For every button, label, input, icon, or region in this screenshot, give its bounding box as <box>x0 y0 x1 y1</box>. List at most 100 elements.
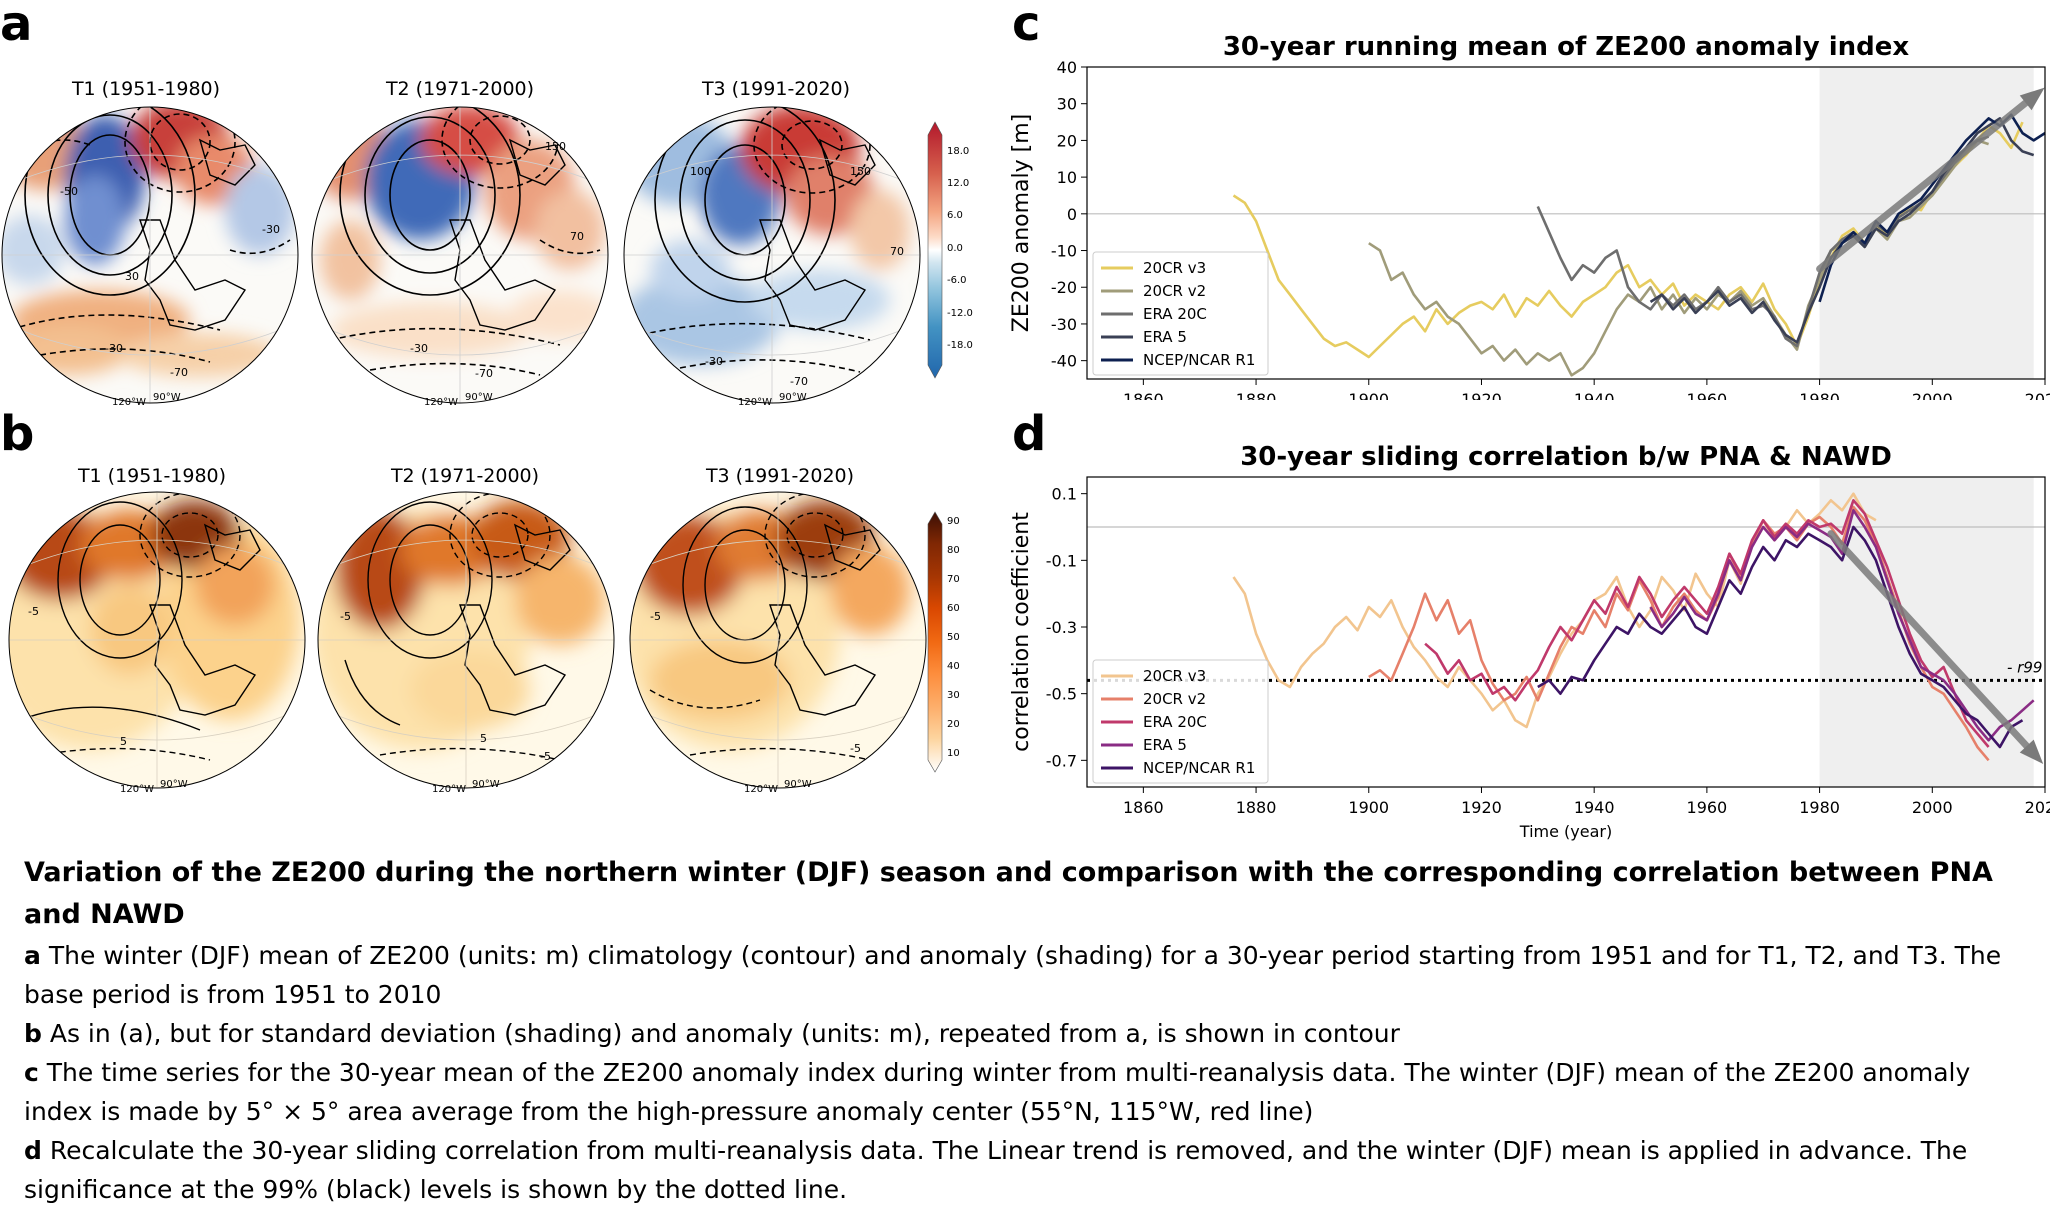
y-axis-label: correlation coefficient <box>1009 512 1034 752</box>
colorbar-a-tick: 18.0 <box>947 146 969 157</box>
globe-b-t1 <box>8 491 306 789</box>
plot-frame <box>1086 66 2046 380</box>
colorbar-a-tick: 6.0 <box>947 210 963 221</box>
colorbar-a-tick: -6.0 <box>947 275 967 286</box>
contour-label: -5 <box>28 605 39 618</box>
colorbar-a-tick: 0.0 <box>947 243 963 254</box>
x-tick-label: 2000 <box>1912 798 1953 817</box>
colorbar-b-tick: 40 <box>947 661 960 672</box>
lon-label: 120°W <box>432 784 466 795</box>
y-tick-label: -40 <box>1051 352 1077 371</box>
colorbar-b: 90 80 70 60 50 40 30 20 10 <box>927 511 960 773</box>
x-tick-label: 2000 <box>1912 390 1953 400</box>
lon-label: 120°W <box>744 784 778 795</box>
x-tick-label: 1920 <box>1461 390 1502 400</box>
x-tick-label: 1980 <box>1799 390 1840 400</box>
caption-a-text: The winter (DJF) mean of ZE200 (units: m… <box>24 941 2002 1009</box>
trend-arrow-head <box>2019 87 2045 111</box>
caption-d-label: d <box>24 1136 42 1165</box>
caption-c-label: c <box>24 1058 39 1087</box>
contour-label: 150 <box>545 140 566 153</box>
caption-d-text: Recalculate the 30-year sliding correlat… <box>24 1136 1968 1204</box>
caption-b-text: As in (a), but for standard deviation (s… <box>41 1019 1400 1048</box>
colorbar-b-tick: 90 <box>947 516 960 527</box>
x-tick-label: 1880 <box>1236 798 1277 817</box>
colorbar-a: 18.0 12.0 6.0 0.0 -6.0 -12.0 -18.0 <box>927 121 973 379</box>
x-tick-label: 1860 <box>1123 390 1164 400</box>
legend-entry: NCEP/NCAR R1 <box>1143 759 1255 777</box>
series-line-2 <box>1424 498 1990 748</box>
y-tick-label: -20 <box>1051 278 1077 297</box>
figure-caption: Variation of the ZE200 during the northe… <box>24 852 2024 1209</box>
caption-a-label: a <box>24 941 41 970</box>
x-tick-label: 1940 <box>1574 798 1615 817</box>
contour-label: 30 <box>125 270 139 283</box>
x-tick-label: 1900 <box>1348 798 1389 817</box>
x-tick-label: 1960 <box>1687 390 1728 400</box>
caption-b-label: b <box>24 1019 42 1048</box>
y-tick-label: -0.1 <box>1046 551 1077 570</box>
y-tick-label: -0.3 <box>1046 618 1077 637</box>
plot-frame <box>1086 476 2046 788</box>
contour-label: -5 <box>850 742 861 755</box>
contour-label: -70 <box>170 366 188 379</box>
globe-a-t1 <box>1 106 299 404</box>
contour-label: -5 <box>540 750 551 763</box>
lon-label: 120°W <box>112 397 146 408</box>
legend-entry: 20CR v3 <box>1143 259 1206 277</box>
x-tick-label: 1860 <box>1123 798 1164 817</box>
y-tick-label: -10 <box>1051 242 1077 261</box>
lon-label: 120°W <box>738 397 772 408</box>
series-line-2 <box>1536 135 1990 348</box>
colorbar-a-tick: 12.0 <box>947 178 969 189</box>
contour-label: 5 <box>120 735 127 748</box>
y-tick-label: 0 <box>1067 205 1077 224</box>
map-title-b3: T3 (1991-2020) <box>705 465 855 487</box>
globe-a-t2 <box>311 106 609 404</box>
globe-a-t3 <box>623 106 921 404</box>
caption-c: c The time series for the 30-year mean o… <box>24 1053 2024 1131</box>
maps-row-a: -30 -70 -30 -50 30 -30 -70 150 70 -30 -7… <box>1 106 921 408</box>
y-tick-label: 10 <box>1057 168 1077 187</box>
panel-letter-b: b <box>0 406 35 462</box>
colorbar-b-tick: 70 <box>947 574 960 585</box>
colorbar-b-tick: 60 <box>947 603 960 614</box>
legend-entry: NCEP/NCAR R1 <box>1143 351 1255 369</box>
x-tick-label: 1980 <box>1799 798 1840 817</box>
contour-label: -5 <box>650 610 661 623</box>
colorbar-b-tick: 20 <box>947 719 960 730</box>
y-axis-label: ZE200 anomaly [m] <box>1009 114 1034 332</box>
lon-label: 120°W <box>424 397 458 408</box>
trend-arrow <box>1816 92 2038 273</box>
x-tick-label: 1920 <box>1461 798 1502 817</box>
significance-label: - r99 <box>2007 658 2042 676</box>
maps-row-b: -5 5 -5 5 -5 -5 -5 120°W 90°W 120°W 90°W… <box>8 491 927 795</box>
series-line-0 <box>1232 492 1877 729</box>
contour-label: 70 <box>570 230 584 243</box>
y-tick-label: 40 <box>1057 58 1077 77</box>
legend-entry: ERA 5 <box>1143 328 1187 346</box>
colorbar-b-tick: 30 <box>947 690 960 701</box>
legend-entry: ERA 5 <box>1143 736 1187 754</box>
trend-arrow-head <box>2019 739 2044 764</box>
contour-label: 150 <box>850 165 871 178</box>
y-tick-label: -0.7 <box>1046 751 1077 770</box>
lon-label: 90°W <box>160 779 188 790</box>
chart-c: 1860 1880 1900 1920 1940 1960 1980 2000 2020 40 30… <box>1009 32 2050 400</box>
contour-label: -70 <box>475 367 493 380</box>
x-tick-label: 2020 <box>2025 390 2050 400</box>
map-title-a1: T1 (1951-1980) <box>71 78 221 100</box>
contour-label: 70 <box>890 245 904 258</box>
colorbar-b-tick: 10 <box>947 748 960 759</box>
legend-box <box>1092 659 1269 784</box>
caption-a: a The winter (DJF) mean of ZE200 (units:… <box>24 936 2024 1014</box>
lon-label: 90°W <box>153 392 181 403</box>
colorbar-a-tick: -18.0 <box>947 340 973 351</box>
y-tick-label: -0.5 <box>1046 685 1077 704</box>
map-title-b1: T1 (1951-1980) <box>77 465 227 487</box>
contour-label: -30 <box>262 223 280 236</box>
lon-label: 90°W <box>784 779 812 790</box>
caption-title: Variation of the ZE200 during the northe… <box>24 857 1993 930</box>
legend-entry: ERA 20C <box>1143 305 1207 323</box>
x-axis-label: Time (year) <box>1519 822 1612 841</box>
